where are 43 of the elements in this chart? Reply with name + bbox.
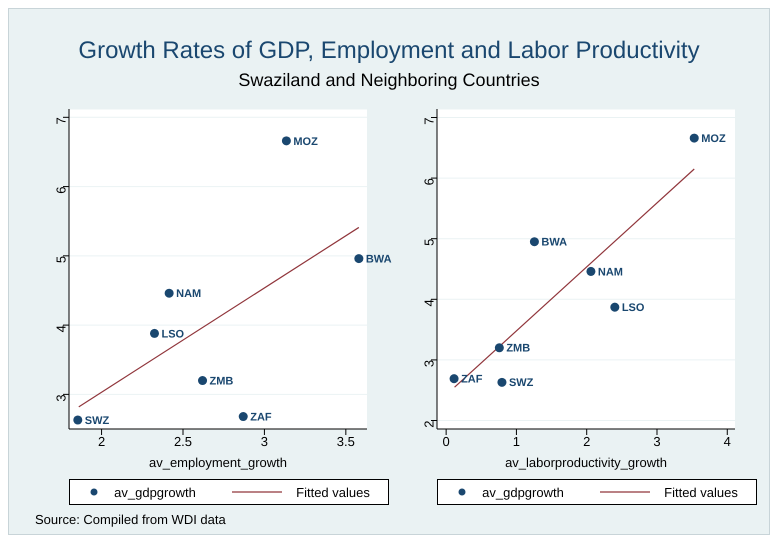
source-note: Source: Compiled from WDI data <box>35 512 226 527</box>
legend-label: av_gdpgrowth <box>114 484 196 500</box>
y-tick-label: 3 <box>422 360 437 368</box>
annotation: ZMB <box>506 342 530 355</box>
legend-label: av_gdpgrowth <box>482 484 564 500</box>
annotation: MOZ <box>701 132 726 145</box>
x-tick-label: 2.5 <box>174 434 192 450</box>
y-tick-label: 7 <box>54 117 69 125</box>
annotation: ZMB <box>210 375 234 388</box>
annotation: NAM <box>176 288 202 300</box>
x-tick-label: 1 <box>512 434 520 450</box>
annotation: BWA <box>366 254 392 266</box>
x-axis-title: av_laborproductivity_growth <box>505 455 667 470</box>
legend-label: Fitted values <box>664 484 738 500</box>
y-tick-label: 4 <box>54 325 69 332</box>
y-tick-label: 5 <box>422 238 437 246</box>
y-tick-label: 6 <box>54 186 69 194</box>
x-tick-label: 0 <box>442 434 450 450</box>
y-tick-label: 2 <box>422 420 437 428</box>
annotation: ZAF <box>250 411 272 424</box>
chart-subtitle: Swaziland and Neighboring Countries <box>237 70 541 91</box>
x-axis-title: av_employment_growth <box>148 455 288 470</box>
x-tick-label: 3 <box>260 434 268 450</box>
annotation: MOZ <box>293 136 318 148</box>
x-tick-label: 3 <box>653 434 661 450</box>
y-tick-label: 6 <box>422 178 437 186</box>
annotation: SWZ <box>84 414 110 427</box>
x-tick-label: 2 <box>98 434 106 450</box>
annotation: BWA <box>541 236 568 249</box>
annotation: NAM <box>598 266 623 278</box>
x-tick-label: 2 <box>583 434 590 450</box>
y-tick-label: 7 <box>422 117 437 125</box>
chart-title: Growth Rates of GDP, Employment and Labor Productivity <box>77 37 701 65</box>
annotation: ZAF <box>461 374 483 386</box>
y-tick-label: 3 <box>54 394 69 402</box>
x-tick-label: 4 <box>724 434 731 450</box>
annotation: LSO <box>622 302 645 314</box>
x-tick-label: 3.5 <box>336 434 355 450</box>
annotation: SWZ <box>508 377 534 390</box>
legend-label: Fitted values <box>296 484 370 500</box>
annotation: LSO <box>161 328 185 340</box>
y-tick-label: 4 <box>422 299 437 307</box>
y-tick-label: 5 <box>54 256 69 264</box>
